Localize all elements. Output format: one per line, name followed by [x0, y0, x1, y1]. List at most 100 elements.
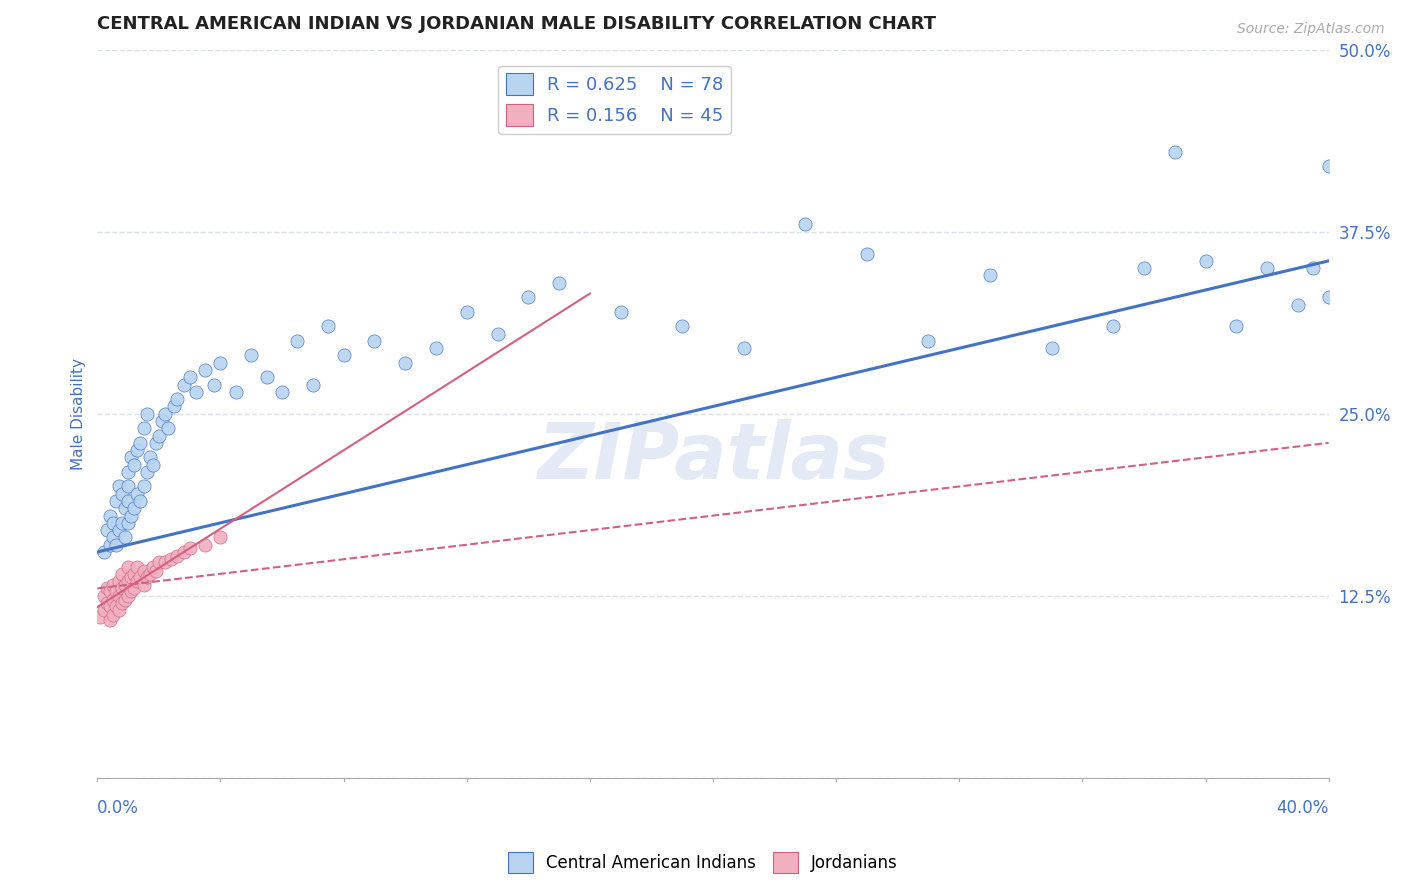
Point [179, 370, 201, 384]
Point [202, 377, 225, 392]
Point [127, 574, 149, 588]
Point [135, 465, 157, 479]
Point [117, 465, 139, 479]
Point [111, 582, 134, 596]
Point [127, 487, 149, 501]
Point [194, 363, 217, 377]
Point [111, 487, 134, 501]
Point [671, 319, 693, 334]
Point [117, 479, 139, 493]
Point [271, 384, 294, 399]
Text: CENTRAL AMERICAN INDIAN VS JORDANIAN MALE DISABILITY CORRELATION CHART: CENTRAL AMERICAN INDIAN VS JORDANIAN MAL… [97, 15, 936, 33]
Point [209, 531, 232, 545]
Point [120, 570, 142, 584]
Point [111, 516, 134, 530]
Point [108, 589, 131, 603]
Point [240, 349, 263, 363]
Point [98, 584, 121, 599]
Point [93, 603, 115, 617]
Point [179, 541, 201, 555]
Point [117, 574, 139, 588]
Point [979, 268, 1001, 283]
Point [93, 589, 115, 603]
Point [129, 494, 152, 508]
Point [609, 305, 631, 319]
Point [1133, 261, 1156, 276]
Point [108, 574, 131, 588]
Point [132, 421, 155, 435]
Point [1317, 290, 1340, 304]
Point [1302, 261, 1324, 276]
Point [101, 516, 124, 530]
Point [148, 555, 170, 569]
Point [124, 582, 146, 596]
Text: 40.0%: 40.0% [1277, 798, 1329, 816]
Point [456, 305, 478, 319]
Point [104, 494, 127, 508]
Point [1194, 253, 1216, 268]
Point [117, 589, 139, 603]
Point [1256, 261, 1278, 276]
Point [184, 384, 207, 399]
Point [135, 407, 157, 421]
Point [114, 578, 136, 592]
Point [132, 564, 155, 578]
Point [1040, 341, 1063, 355]
Point [114, 531, 136, 545]
Point [142, 559, 165, 574]
Point [794, 218, 817, 232]
Point [150, 414, 173, 428]
Point [287, 334, 309, 348]
Text: 0.0%: 0.0% [97, 798, 139, 816]
Point [98, 538, 121, 552]
Point [101, 607, 124, 622]
Point [104, 599, 127, 613]
Point [114, 501, 136, 516]
Point [142, 458, 165, 472]
Point [166, 392, 188, 406]
Point [1317, 159, 1340, 173]
Point [120, 584, 142, 599]
Point [127, 559, 149, 574]
Point [173, 377, 195, 392]
Point [120, 450, 142, 465]
Point [98, 614, 121, 628]
Point [96, 523, 118, 537]
Point [101, 531, 124, 545]
Point [135, 570, 157, 584]
Point [117, 559, 139, 574]
Point [363, 334, 385, 348]
Y-axis label: Male Disability: Male Disability [72, 358, 86, 470]
Point [124, 501, 146, 516]
Point [173, 545, 195, 559]
Point [1286, 297, 1309, 311]
Legend: Central American Indians, Jordanians: Central American Indians, Jordanians [502, 846, 904, 880]
Point [548, 276, 571, 290]
Point [425, 341, 447, 355]
Point [225, 384, 247, 399]
Point [108, 479, 131, 493]
Point [96, 596, 118, 610]
Point [98, 508, 121, 523]
Point [129, 435, 152, 450]
Point [145, 435, 167, 450]
Point [256, 370, 278, 384]
Text: Source: ZipAtlas.com: Source: ZipAtlas.com [1237, 22, 1385, 37]
Point [301, 377, 323, 392]
Point [114, 593, 136, 607]
Point [517, 290, 540, 304]
Point [108, 523, 131, 537]
Point [194, 538, 217, 552]
Point [160, 552, 183, 566]
Point [332, 349, 354, 363]
Point [111, 566, 134, 581]
Point [1225, 319, 1247, 334]
Point [209, 356, 232, 370]
Point [157, 421, 180, 435]
Point [856, 246, 879, 260]
Point [101, 593, 124, 607]
Point [101, 578, 124, 592]
Point [132, 578, 155, 592]
Point [1164, 145, 1187, 159]
Point [89, 610, 111, 624]
